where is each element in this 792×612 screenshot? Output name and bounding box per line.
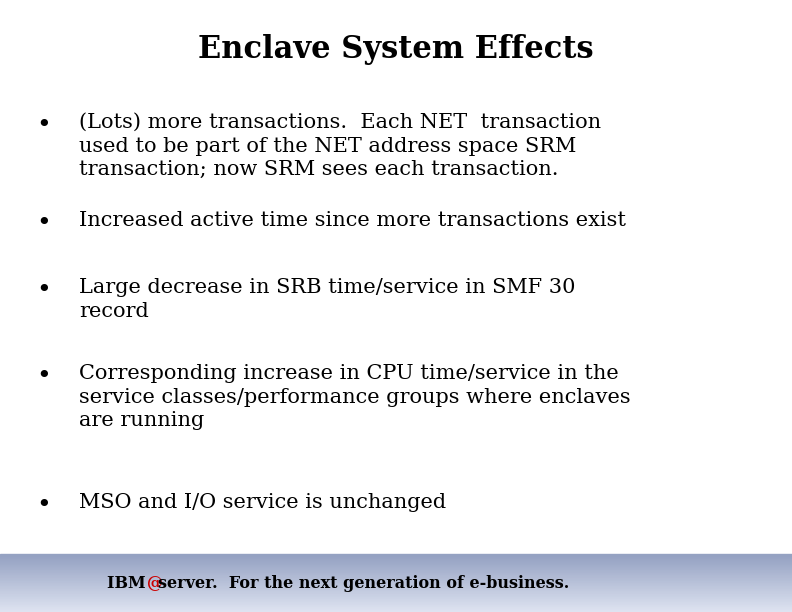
Bar	[0, 597, 792, 598]
Bar	[0, 592, 792, 593]
Bar	[0, 575, 792, 576]
Bar	[0, 599, 792, 600]
Bar	[0, 610, 792, 611]
Bar	[0, 568, 792, 569]
Bar	[0, 609, 792, 610]
Bar	[0, 564, 792, 565]
Bar	[0, 600, 792, 601]
Text: @: @	[147, 575, 163, 592]
Bar	[0, 605, 792, 606]
Text: (Lots) more transactions.  Each NET  transaction
used to be part of the NET addr: (Lots) more transactions. Each NET trans…	[79, 113, 601, 179]
Bar	[0, 569, 792, 570]
Bar	[0, 582, 792, 583]
Bar	[0, 577, 792, 578]
Bar	[0, 562, 792, 563]
Bar	[0, 601, 792, 602]
Bar	[0, 574, 792, 575]
Text: Large decrease in SRB time/service in SMF 30
record: Large decrease in SRB time/service in SM…	[79, 278, 576, 321]
Bar	[0, 558, 792, 559]
Bar	[0, 576, 792, 577]
Text: Increased active time since more transactions exist: Increased active time since more transac…	[79, 211, 626, 230]
Bar	[0, 584, 792, 585]
Bar	[0, 611, 792, 612]
Bar	[0, 566, 792, 567]
Bar	[0, 556, 792, 557]
Bar	[0, 573, 792, 574]
Text: •: •	[36, 113, 51, 137]
Bar	[0, 554, 792, 555]
Bar	[0, 563, 792, 564]
Bar	[0, 596, 792, 597]
Bar	[0, 586, 792, 588]
Bar	[0, 589, 792, 590]
Text: Corresponding increase in CPU time/service in the
service classes/performance gr: Corresponding increase in CPU time/servi…	[79, 364, 630, 430]
Bar	[0, 557, 792, 558]
Bar	[0, 580, 792, 581]
Text: IBM: IBM	[107, 575, 151, 592]
Bar	[0, 559, 792, 561]
Text: •: •	[36, 278, 51, 302]
Bar	[0, 570, 792, 572]
Bar	[0, 581, 792, 582]
Bar	[0, 608, 792, 609]
Bar	[0, 583, 792, 584]
Text: server.  For the next generation of e-business.: server. For the next generation of e-bus…	[158, 575, 569, 592]
Text: •: •	[36, 364, 51, 388]
Bar	[0, 603, 792, 604]
Bar	[0, 572, 792, 573]
Bar	[0, 588, 792, 589]
Bar	[0, 598, 792, 599]
Text: •: •	[36, 211, 51, 235]
Bar	[0, 594, 792, 595]
Bar	[0, 602, 792, 603]
Text: •: •	[36, 493, 51, 517]
Bar	[0, 590, 792, 591]
Bar	[0, 595, 792, 596]
Bar	[0, 565, 792, 566]
Bar	[0, 578, 792, 580]
Text: Enclave System Effects: Enclave System Effects	[198, 34, 594, 65]
Bar	[0, 585, 792, 586]
Bar	[0, 591, 792, 592]
Bar	[0, 561, 792, 562]
Bar	[0, 607, 792, 608]
Text: MSO and I/O service is unchanged: MSO and I/O service is unchanged	[79, 493, 447, 512]
Bar	[0, 555, 792, 556]
Bar	[0, 567, 792, 568]
Bar	[0, 604, 792, 605]
Bar	[0, 593, 792, 594]
Bar	[0, 606, 792, 607]
